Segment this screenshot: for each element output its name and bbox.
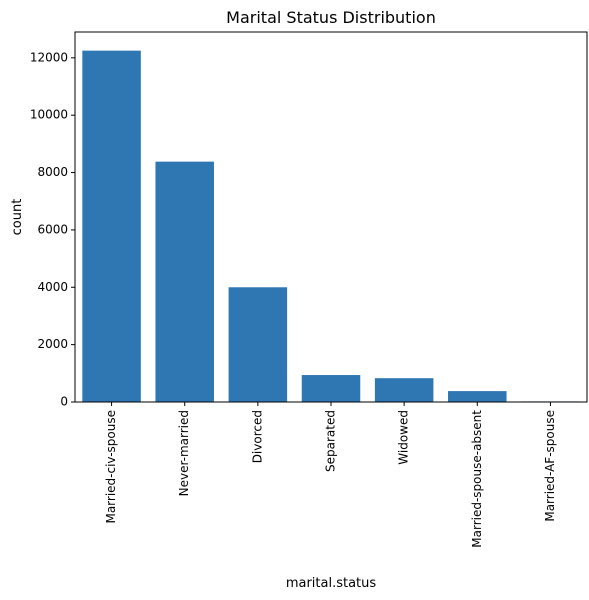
y-axis: 0 2000 4000 6000 8000 10000 12000 [30,50,75,409]
x-tick-label: Married-AF-spouse [543,410,557,522]
y-tick-label: 10000 [30,108,68,122]
x-tick-label: Never-married [177,410,191,496]
x-tick-label: Widowed [397,410,411,465]
bar-widowed [374,378,434,402]
y-tick-label: 0 [60,395,68,409]
bar-married-civ-spouse [82,50,141,403]
y-tick-label: 8000 [37,165,68,179]
y-tick-label: 2000 [37,337,68,351]
x-tick-label: Separated [324,410,338,472]
x-tick-label: Divorced [250,410,264,463]
bar-separated [301,375,361,402]
plot-area-frame [74,31,588,403]
x-axis: Married-civ-spouse Never-married Divorced S… [104,402,557,548]
bar-never-married [155,161,214,402]
y-tick-label: 4000 [37,280,68,294]
x-tick-label: Married-civ-spouse [104,410,118,524]
bar-married-spouse-absent [448,391,507,402]
x-tick-label: Married-spouse-absent [470,410,484,548]
bar-divorced [228,287,288,402]
x-axis-title: marital.status [286,576,377,591]
bars-group [82,50,580,403]
chart-title: Marital Status Distribution [226,8,436,27]
y-tick-label: 6000 [37,222,68,236]
y-axis-title: count [10,199,25,236]
y-tick-label: 12000 [30,50,68,64]
